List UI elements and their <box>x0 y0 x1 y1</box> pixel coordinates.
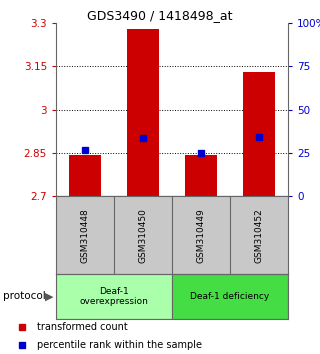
Bar <box>69 155 101 196</box>
Text: GSM310450: GSM310450 <box>139 208 148 263</box>
Text: GSM310448: GSM310448 <box>81 208 90 263</box>
Text: percentile rank within the sample: percentile rank within the sample <box>37 340 202 350</box>
Text: Deaf-1
overexpression: Deaf-1 overexpression <box>80 287 148 306</box>
Text: ▶: ▶ <box>45 291 54 302</box>
Text: transformed count: transformed count <box>37 322 128 332</box>
Text: protocol: protocol <box>3 291 46 302</box>
Bar <box>56 274 172 319</box>
Text: GSM310452: GSM310452 <box>254 208 263 263</box>
Bar <box>127 29 159 196</box>
Text: GSM310449: GSM310449 <box>196 208 205 263</box>
Bar <box>185 155 217 196</box>
Text: Deaf-1 deficiency: Deaf-1 deficiency <box>190 292 270 301</box>
Bar <box>172 274 288 319</box>
Text: GDS3490 / 1418498_at: GDS3490 / 1418498_at <box>87 9 233 22</box>
Bar <box>243 72 275 196</box>
